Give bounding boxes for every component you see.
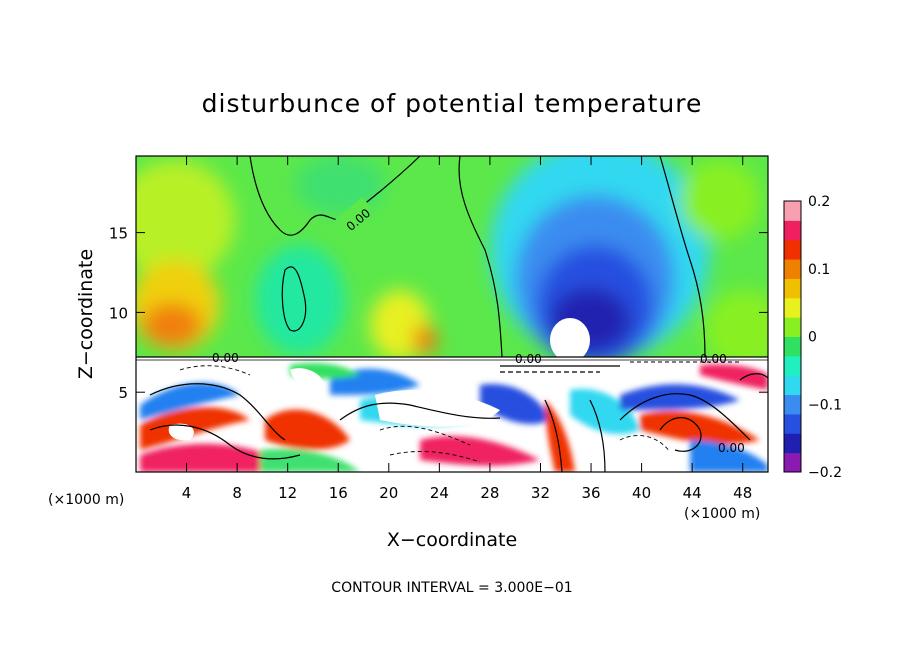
colorbar-segment (784, 220, 801, 241)
y-tick-label: 15 (109, 225, 128, 243)
colorbar (784, 201, 801, 473)
x-tick-label: 28 (480, 484, 499, 502)
colorbar-segment (784, 259, 801, 279)
chart-title: disturbunce of potential temperature (202, 89, 703, 118)
x-tick-label: 40 (632, 484, 651, 502)
colorbar-segment (784, 433, 801, 454)
colorbar-ticks: 0.2 0.1 0 −0.1 −0.2 (808, 194, 842, 481)
colorbar-tick-label: 0 (808, 330, 817, 346)
colorbar-segment (784, 452, 801, 473)
colorbar-tick-label: 0.1 (808, 262, 830, 278)
colorbar-tick-label: 0.2 (808, 194, 830, 210)
plot-frame (135, 155, 769, 473)
contour-lines (136, 156, 768, 472)
contour-lines-dashed (179, 361, 740, 463)
heatmap-field: 0.00 0.00 0.00 0.00 0.00 (136, 156, 768, 472)
contour-label: 0.00 (515, 352, 542, 366)
contour-interval-note: CONTOUR INTERVAL = 3.000E−01 (331, 580, 572, 596)
y-tick-label: 5 (118, 384, 128, 402)
colorbar-frame (783, 200, 802, 473)
y-axis-label: Z−coordinate (75, 249, 97, 379)
colorbar-segment (784, 278, 801, 299)
colorbar-tick-label: −0.2 (808, 465, 842, 481)
x-tick-label: 16 (329, 484, 348, 502)
x-tick-label: 8 (232, 484, 242, 502)
colorbar-segment (784, 336, 801, 357)
x-tick-label: 20 (379, 484, 398, 502)
x-axis-unit: (×1000 m) (684, 506, 760, 522)
colorbar-segment (784, 317, 801, 337)
colorbar-segment (784, 394, 801, 415)
colorbar-segment (784, 413, 801, 434)
colorbar-tick-label: −0.1 (808, 397, 842, 413)
contour-label: 0.00 (718, 441, 745, 455)
y-axis-ticks: 5 10 15 (109, 225, 768, 402)
x-tick-label: 12 (278, 484, 297, 502)
x-tick-label: 32 (531, 484, 550, 502)
contour-label: 0.00 (700, 352, 727, 366)
x-tick-label: 36 (581, 484, 600, 502)
colorbar-segment (784, 239, 801, 260)
colorbar-segment (784, 297, 801, 318)
colorbar-segment (784, 375, 801, 396)
contour-label: 0.00 (212, 351, 239, 365)
y-tick-label: 10 (109, 304, 128, 322)
y-axis-unit: (×1000 m) (48, 492, 124, 508)
upper-field-blobs (136, 156, 768, 370)
x-axis-label: X−coordinate (387, 529, 517, 551)
x-tick-label: 24 (430, 484, 449, 502)
x-tick-label: 44 (683, 484, 702, 502)
x-tick-label: 4 (182, 484, 192, 502)
x-tick-label: 48 (733, 484, 752, 502)
colorbar-segment (784, 355, 801, 376)
colorbar-segment (784, 201, 801, 221)
x-axis-ticks: 4 8 12 16 20 24 28 32 36 40 44 48 (182, 156, 752, 502)
